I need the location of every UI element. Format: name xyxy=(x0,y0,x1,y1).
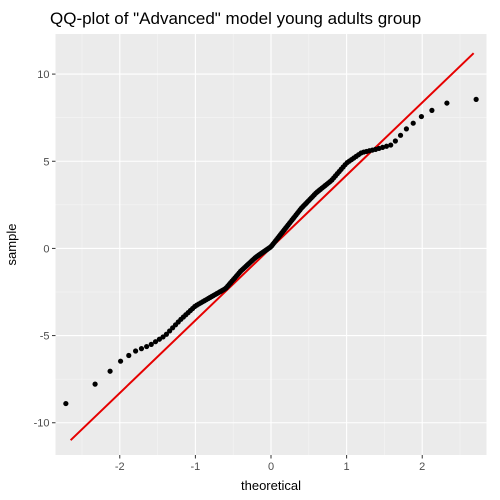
qq-point xyxy=(107,368,113,374)
y-axis-ticks: -10 -5 0 5 10 xyxy=(34,69,56,430)
x-tick-label: -2 xyxy=(115,461,125,473)
qq-point xyxy=(148,341,154,347)
qq-point xyxy=(397,132,404,138)
x-tick-label: 2 xyxy=(419,461,425,473)
qq-points xyxy=(63,96,479,407)
y-axis-title: sample xyxy=(4,224,19,266)
qq-point xyxy=(418,113,425,120)
x-axis-title: theoretical xyxy=(241,478,301,493)
qq-point xyxy=(144,343,150,350)
y-tick-label: 10 xyxy=(37,69,49,81)
qq-point xyxy=(92,381,98,387)
qq-point xyxy=(429,107,435,113)
y-tick-label: -5 xyxy=(40,331,50,343)
x-tick-label: 0 xyxy=(268,461,274,473)
qq-point xyxy=(132,348,139,354)
qq-point xyxy=(117,358,124,364)
x-tick-label: 1 xyxy=(344,461,350,473)
qq-point xyxy=(163,331,170,337)
qq-point xyxy=(473,96,479,102)
qq-point xyxy=(126,352,132,359)
qq-point xyxy=(383,143,390,149)
qq-point xyxy=(152,339,159,345)
y-tick-label: 5 xyxy=(43,156,49,168)
x-axis-ticks: -2 -1 0 1 2 xyxy=(115,455,425,473)
qq-point xyxy=(138,346,145,352)
y-tick-label: 0 xyxy=(43,243,49,255)
qq-point xyxy=(379,144,386,151)
qq-point xyxy=(388,142,394,148)
qq-point xyxy=(444,100,450,106)
major-gridlines xyxy=(55,34,487,455)
chart-title: QQ-plot of "Advanced" model young adults… xyxy=(50,9,421,28)
x-tick-label: -1 xyxy=(190,461,200,473)
qq-point xyxy=(392,138,398,144)
qq-point xyxy=(410,120,416,126)
qq-point xyxy=(403,126,410,132)
y-tick-label: -10 xyxy=(34,418,50,430)
qq-point xyxy=(63,400,69,407)
